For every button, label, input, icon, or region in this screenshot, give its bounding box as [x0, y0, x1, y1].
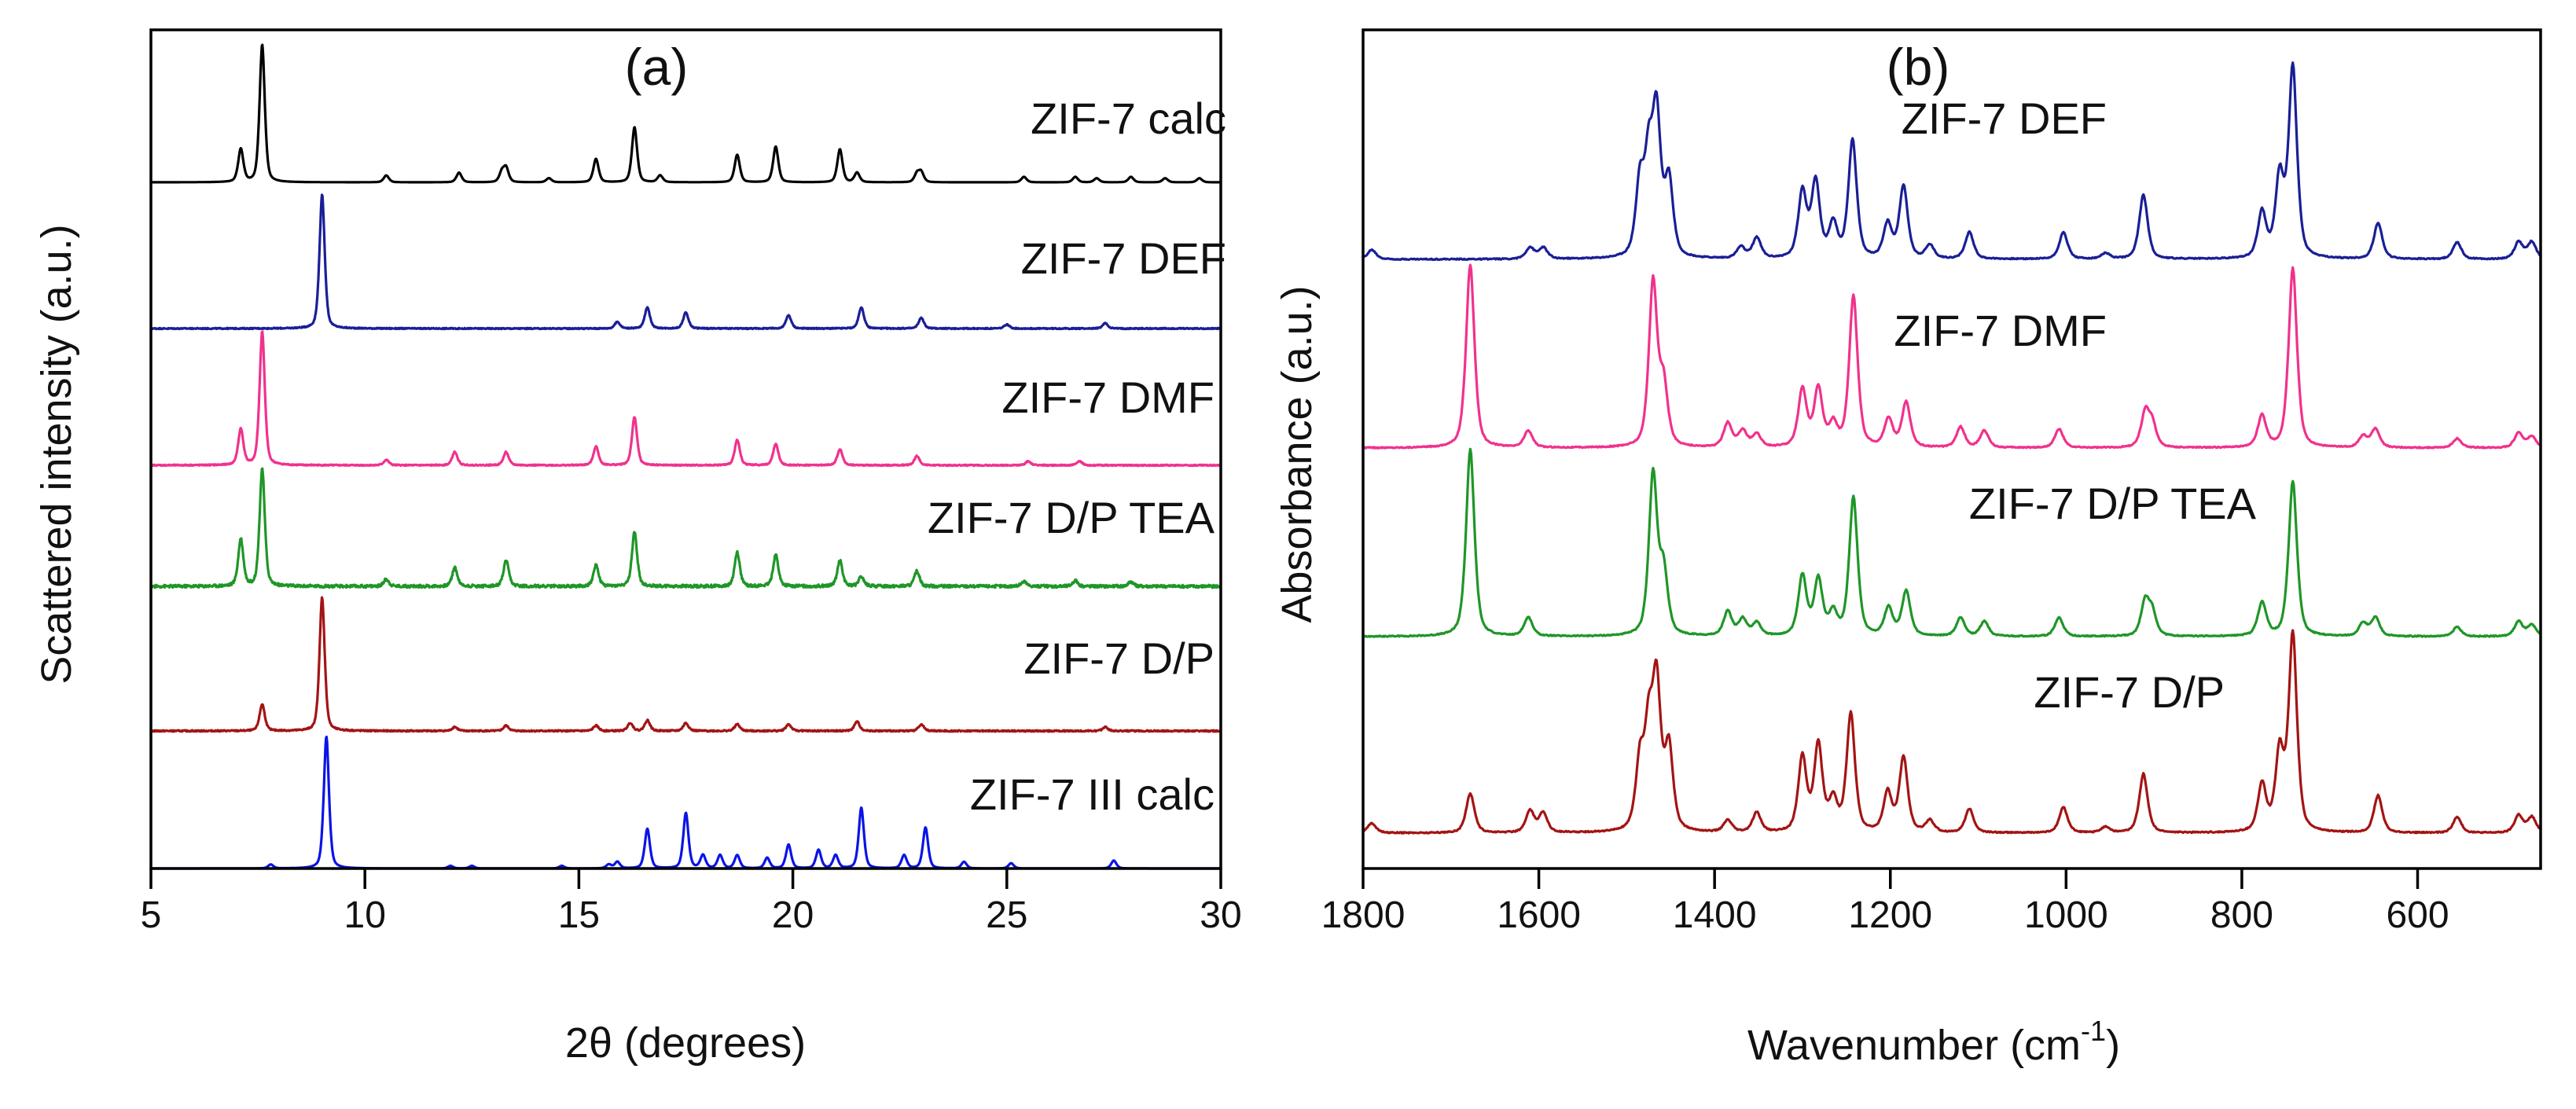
ftir-series-line	[1361, 447, 2542, 638]
xrd-series-line	[149, 467, 1222, 589]
xrd-series-line	[149, 596, 1222, 733]
x-tick-label: 1400	[1673, 894, 1757, 936]
ftir-series-line	[1361, 263, 2542, 450]
x-tick-label: 1600	[1497, 894, 1581, 936]
x-tick-label: 15	[558, 894, 600, 936]
panel-label: (a)	[625, 38, 689, 96]
x-tick-label: 800	[2210, 894, 2273, 936]
x-axis-label: Wavenumber (cm-1)	[1747, 1015, 2120, 1069]
xrd-series-label: ZIF-7 D/P	[1023, 633, 1215, 683]
x-axis-label-close: )	[2106, 1022, 2120, 1069]
xrd-series-label: ZIF-7 calc	[1031, 94, 1226, 143]
xrd-series-label: ZIF-7 III calc	[970, 769, 1215, 819]
y-axis-label: Absorbance (a.u.)	[1273, 285, 1321, 622]
x-tick-label: 1800	[1321, 894, 1406, 936]
panel-label: (b)	[1887, 38, 1950, 96]
x-tick-label: 20	[772, 894, 814, 936]
xrd-plot-frame	[149, 28, 1222, 870]
ftir-traces	[1361, 61, 2542, 835]
xrd-traces	[149, 43, 1222, 870]
x-tick-label: 30	[1200, 894, 1241, 936]
ftir-series-label: ZIF-7 DEF	[1902, 94, 2107, 143]
xrd-series-label: ZIF-7 DEF	[1021, 233, 1226, 283]
x-tick-label: 10	[344, 894, 386, 936]
ftir-panel: 1800 1600 1400 1200 1000 800 600 ZIF-7 DEFZIF-…	[1273, 28, 2542, 1069]
xrd-panel: 5 10 15 20 25 30 ZIF-7 calc ZIF-7 DEF ZIF-7 DMF…	[33, 28, 1242, 1067]
xrd-series-line	[149, 43, 1222, 184]
ftir-series-line	[1361, 629, 2542, 835]
x-axis-label: 2θ (degrees)	[565, 1019, 806, 1067]
x-tick-label: 25	[986, 894, 1027, 936]
ftir-series-line	[1361, 61, 2542, 261]
xrd-series-label: ZIF-7 DMF	[1001, 373, 1215, 422]
xrd-x-axis-ticks: 5 10 15 20 25 30	[141, 868, 1242, 936]
x-axis-label-superscript: -1	[2081, 1015, 2106, 1047]
xrd-series-line	[149, 330, 1222, 468]
xrd-series-label: ZIF-7 D/P TEA	[928, 493, 1215, 542]
ftir-series-labels: ZIF-7 DEF ZIF-7 DMF ZIF-7 D/P TEA ZIF-7 D/P	[1894, 94, 2256, 717]
x-tick-label: 600	[2386, 894, 2449, 936]
x-tick-label: 1200	[1848, 894, 1932, 936]
ftir-plot-frame	[1361, 28, 2542, 870]
xrd-series-line	[149, 193, 1222, 331]
ftir-series-label: ZIF-7 D/P	[2034, 667, 2225, 717]
xrd-series-labels: ZIF-7 calc ZIF-7 DEF ZIF-7 DMF ZIF-7 D/P TE…	[928, 94, 1226, 819]
ftir-x-axis-ticks: 1800 1600 1400 1200 1000 800 600	[1321, 868, 2449, 936]
y-axis-label: Scattered intensity (a.u.)	[33, 224, 80, 684]
ftir-series-label: ZIF-7 D/P TEA	[1969, 479, 2257, 528]
x-tick-label: 1000	[2024, 894, 2108, 936]
x-tick-label: 5	[141, 894, 162, 936]
x-axis-label-text: Wavenumber (cm	[1747, 1022, 2081, 1069]
ftir-series-label: ZIF-7 DMF	[1894, 306, 2107, 355]
